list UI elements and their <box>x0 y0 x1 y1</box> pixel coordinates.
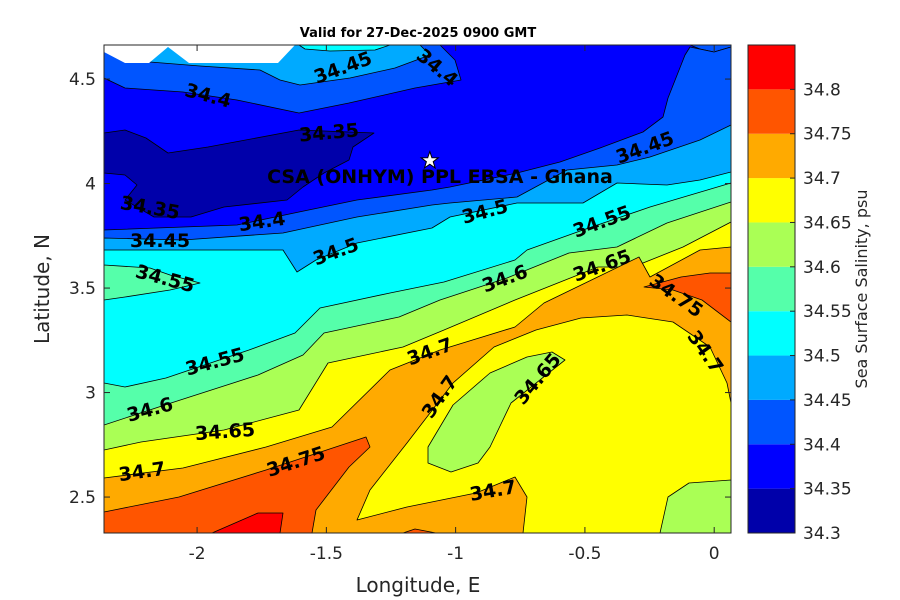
x-tick-label: 0 <box>709 544 720 564</box>
band-34.5-34.55-north <box>298 45 391 52</box>
x-tick-label: -1 <box>447 544 464 564</box>
colorbar-tick-label: 34.75 <box>803 125 852 145</box>
band-34.55-34.6-west-lens <box>104 264 201 301</box>
contour-label: 34.65 <box>194 419 255 445</box>
band-34.75-34.8-south <box>402 528 437 533</box>
band-34.75-34.8-southwest <box>104 436 371 533</box>
site-annotation-label: CSA (ONHYM) PPL EBSA - Ghana <box>267 166 613 188</box>
y-tick-label: 3.5 <box>69 279 96 299</box>
colorbar-tick-label: 34.8 <box>803 80 841 100</box>
contour-plot-area <box>104 45 731 533</box>
x-axis-label: Longitude, E <box>356 573 481 597</box>
colorbar-tick-label: 34.4 <box>803 435 841 455</box>
band-34.65-34.7-southeast <box>356 314 731 533</box>
colorbar-band <box>748 444 795 489</box>
no-data-land-mask <box>104 45 295 63</box>
colorbar-band <box>748 89 795 134</box>
y-tick-label: 3 <box>85 384 96 404</box>
colorbar-tick-label: 34.6 <box>803 258 841 278</box>
y-tick-label: 4.5 <box>69 70 96 90</box>
plot-frame <box>103 44 732 534</box>
y-axis: 2.5 3 3.5 4 4.5 <box>69 70 731 508</box>
contour-label: 34.35 <box>298 119 360 146</box>
colorbar-tick-label: 34.3 <box>803 524 841 544</box>
x-tick-label: -2 <box>189 544 206 564</box>
colorbar-tick-label: 34.35 <box>803 480 852 500</box>
colorbar-label: Sea Surface Salinity, psu <box>852 190 871 389</box>
colorbar-band <box>748 355 795 400</box>
colorbar-tick-label: 34.65 <box>803 213 852 233</box>
colorbar-band <box>748 311 795 356</box>
colorbar-tick-label: 34.7 <box>803 169 841 189</box>
colorbar-band <box>748 133 795 179</box>
x-axis: -2 -1.5 -1 -0.5 0 <box>189 45 720 564</box>
y-axis-label: Latitude, N <box>30 234 54 344</box>
band-34.3-34.35 <box>104 129 375 218</box>
colorbar-band <box>748 45 795 90</box>
band-34.6-34.65-southeast-corner <box>659 479 731 533</box>
colorbar-band <box>748 488 795 533</box>
band-34.8-34.85 <box>211 512 284 533</box>
band-34.75-34.8-east <box>643 272 731 323</box>
y-tick-label: 4 <box>85 175 96 195</box>
contour-label: 34.45 <box>130 230 190 252</box>
chart-title: Valid for 27-Dec-2025 0900 GMT <box>300 26 537 41</box>
colorbar-tick-label: 34.45 <box>803 391 852 411</box>
colorbar-band <box>748 266 795 312</box>
colorbar: 34.3 34.35 34.4 34.45 34.5 34.55 34.6 34.65 34.7… <box>747 44 852 544</box>
colorbar-tick-label: 34.5 <box>803 347 841 367</box>
x-tick-label: -0.5 <box>568 544 601 564</box>
x-tick-label: -1.5 <box>310 544 343 564</box>
y-tick-label: 2.5 <box>69 488 96 508</box>
colorbar-band <box>748 399 795 445</box>
colorbar-tick-label: 34.55 <box>803 302 852 322</box>
colorbar-frame <box>747 44 796 534</box>
site-star-marker-icon <box>419 150 440 170</box>
colorbar-band <box>748 222 795 267</box>
band-34.6-34.65-blob <box>427 351 566 473</box>
colorbar-band <box>748 178 795 223</box>
